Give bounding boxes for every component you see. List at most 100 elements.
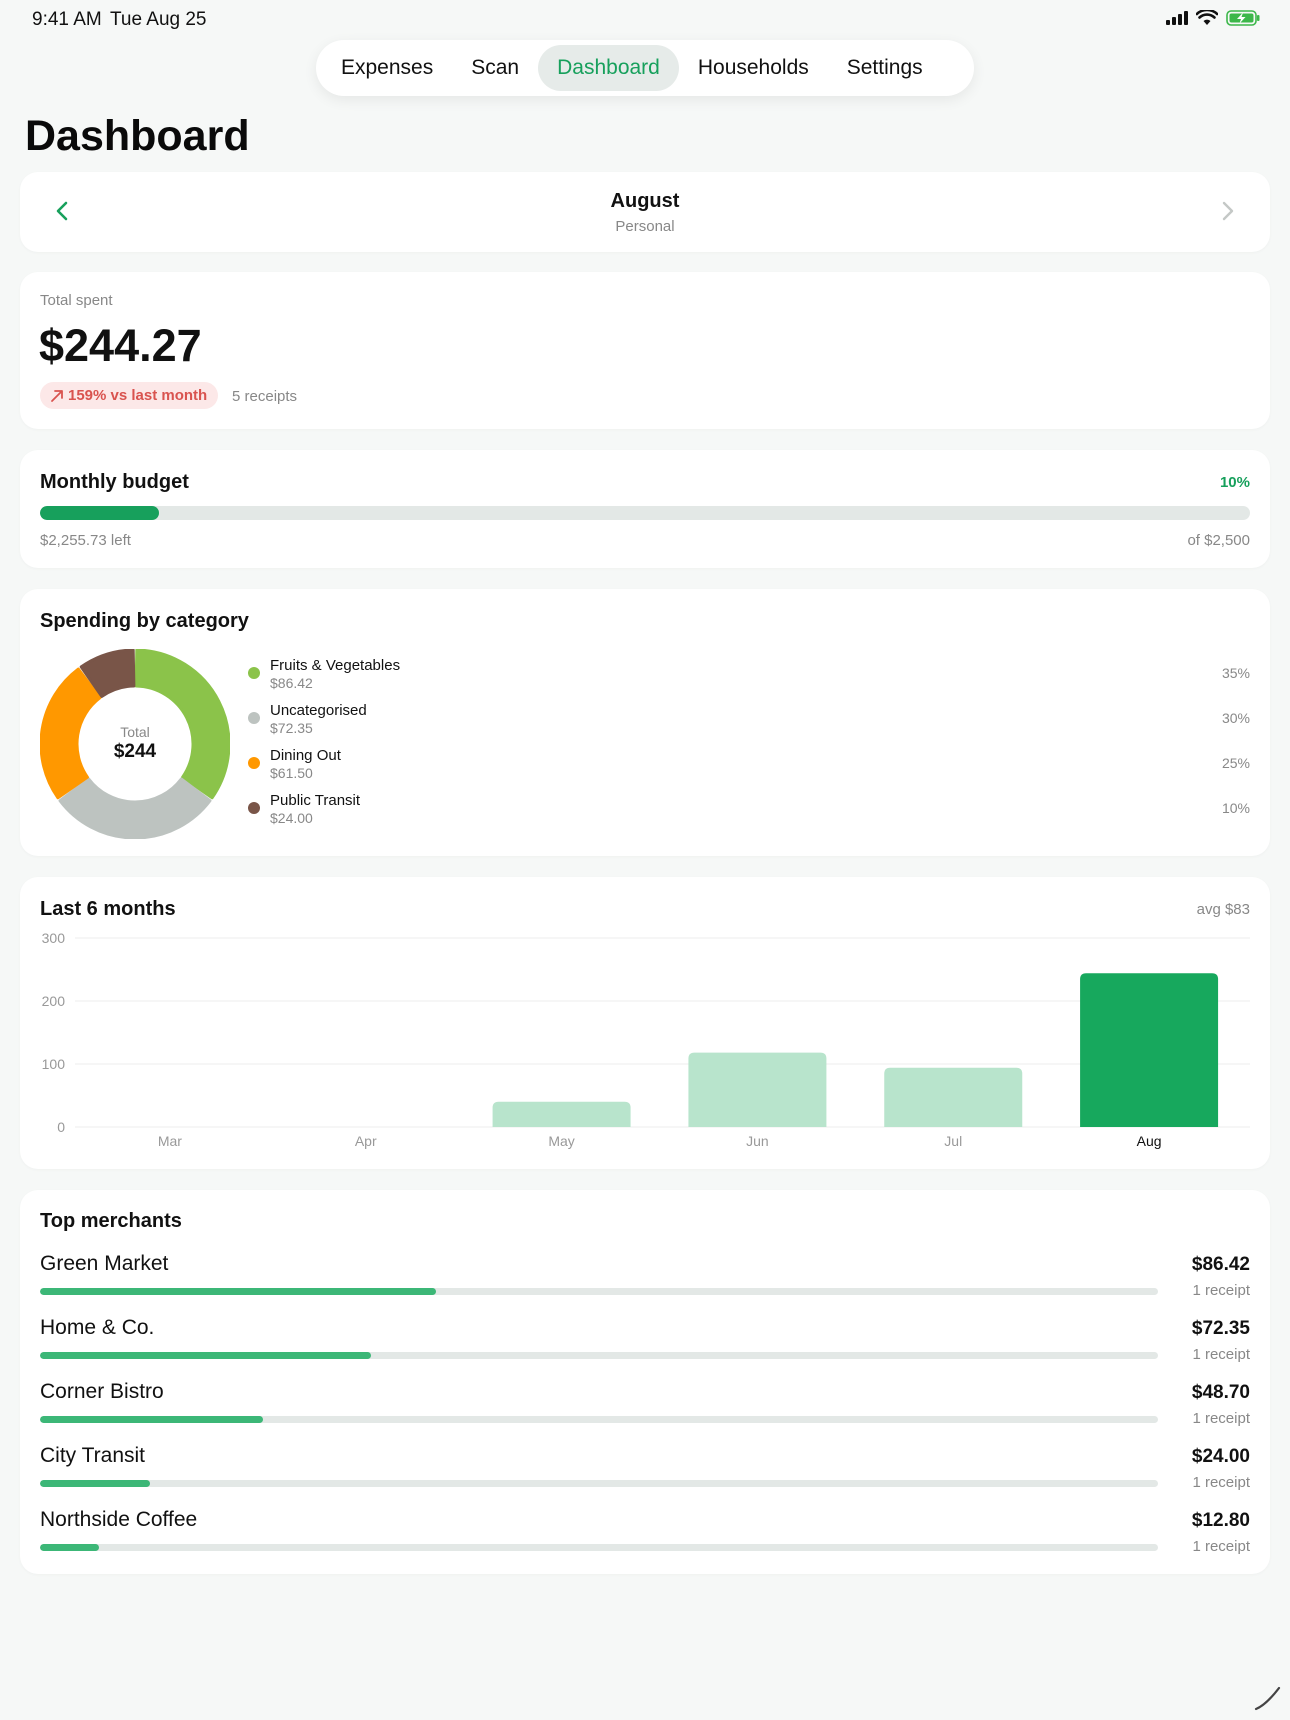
top-merchants-card: Top merchants Green Market $86.42 1 receip…: [20, 1190, 1270, 1574]
x-tick-label: Apr: [355, 1133, 377, 1149]
bar-may: [492, 1101, 631, 1127]
status-time: 9:41 AM: [32, 9, 102, 30]
total-spent-label: Total spent: [40, 292, 113, 309]
scope-label: Personal: [615, 218, 675, 235]
merchant-receipt-count: 1 receipt: [1192, 1282, 1250, 1299]
scribble-handle-icon: [1254, 1686, 1281, 1711]
merchant-share-track: [40, 1352, 1158, 1359]
y-tick-label: 100: [42, 1056, 66, 1072]
merchant-name: City Transit: [40, 1444, 146, 1467]
merchant-share-track: [40, 1288, 1158, 1295]
month-change-badge: 159% vs last month: [40, 382, 219, 409]
merchant-share-fill: [40, 1480, 150, 1487]
legend-item: Uncategorised $72.35 30%: [248, 702, 1250, 747]
bar-jul: [884, 1067, 1023, 1127]
category-title: Spending by category: [40, 610, 249, 632]
merchant-receipt-count: 1 receipt: [1192, 1410, 1250, 1427]
tab-dashboard[interactable]: Dashboard: [538, 45, 679, 91]
merchant-row[interactable]: Home & Co. $72.35 1 receipt: [40, 1316, 1250, 1380]
legend-category-amount: $72.35: [270, 720, 313, 736]
tab-scan[interactable]: Scan: [471, 56, 520, 79]
merchant-share-track: [40, 1544, 1158, 1551]
donut-total-value: $244: [113, 741, 157, 762]
merchant-amount: $86.42: [1191, 1254, 1250, 1275]
last-six-months-card: 0 100 200 300 Mar Apr May Jun Jul Aug Last 6 mont…: [20, 877, 1270, 1169]
status-bar: 9:41 AM Tue Aug 25: [0, 0, 1290, 40]
donut-slice-fruits-vegetables: [134, 649, 230, 800]
arrow-up-right-icon: [51, 389, 63, 402]
x-tick-label: Mar: [158, 1133, 182, 1149]
merchant-row[interactable]: Corner Bistro $48.70 1 receipt: [40, 1380, 1250, 1444]
legend-item: Fruits & Vegetables $86.42 35%: [248, 657, 1250, 702]
legend-item: Public Transit $24.00 10%: [248, 792, 1250, 837]
average-label: avg $83: [1196, 901, 1250, 918]
budget-title: Monthly budget: [40, 471, 189, 493]
merchant-row[interactable]: City Transit $24.00 1 receipt: [40, 1444, 1250, 1508]
legend-dot: [248, 757, 260, 769]
legend-category-percent: 25%: [1221, 755, 1250, 771]
battery-charging-icon: [1226, 10, 1260, 26]
month-change-text: 159% vs last month: [68, 387, 208, 404]
y-tick-label: 200: [42, 993, 66, 1009]
merchant-receipt-count: 1 receipt: [1192, 1346, 1250, 1363]
merchant-amount: $72.35: [1191, 1318, 1250, 1339]
legend-dot: [248, 712, 260, 724]
legend-category-name: Public Transit: [270, 792, 361, 809]
merchant-name: Green Market: [40, 1252, 169, 1275]
merchant-name: Home & Co.: [40, 1316, 155, 1339]
legend-category-amount: $24.00: [270, 810, 313, 826]
merchant-amount: $48.70: [1191, 1382, 1250, 1403]
donut-slice-dining-out: [40, 667, 102, 800]
merchants-title: Top merchants: [40, 1210, 182, 1232]
y-tick-label: 0: [57, 1119, 65, 1135]
legend-item: Dining Out $61.50 25%: [248, 747, 1250, 792]
x-tick-label: Jul: [944, 1133, 962, 1149]
budget-remaining: $2,255.73 left: [40, 532, 131, 549]
legend-category-percent: 35%: [1221, 665, 1250, 681]
budget-total: of $2,500: [1187, 532, 1250, 549]
budget-progress-fill: [40, 506, 159, 520]
month-selector-card: August Personal: [20, 172, 1270, 252]
previous-month-chevron-icon[interactable]: [50, 198, 76, 224]
x-tick-label: Aug: [1137, 1133, 1162, 1149]
merchant-receipt-count: 1 receipt: [1192, 1474, 1250, 1491]
tab-households[interactable]: Households: [697, 56, 809, 79]
x-tick-label: May: [548, 1133, 574, 1149]
merchant-share-fill: [40, 1352, 372, 1359]
legend-dot: [248, 802, 260, 814]
status-date: Tue Aug 25: [110, 9, 207, 30]
merchant-name: Corner Bistro: [40, 1380, 164, 1403]
tab-settings[interactable]: Settings: [846, 56, 923, 79]
cellular-signal-icon: [1166, 11, 1188, 25]
merchant-share-fill: [40, 1544, 99, 1551]
legend-category-name: Uncategorised: [270, 702, 367, 719]
months-title: Last 6 months: [40, 898, 176, 920]
merchant-amount: $12.80: [1191, 1510, 1250, 1531]
legend-category-amount: $61.50: [270, 765, 313, 781]
merchant-share-track: [40, 1416, 1158, 1423]
donut-slice-uncategorised: [58, 777, 212, 839]
receipts-count: 5 receipts: [232, 388, 298, 405]
tab-expenses[interactable]: Expenses: [341, 56, 434, 79]
bar-aug: [1080, 973, 1219, 1127]
status-icons: [1166, 10, 1260, 26]
merchant-share-fill: [40, 1416, 263, 1423]
legend-category-amount: $86.42: [270, 675, 313, 691]
merchant-receipt-count: 1 receipt: [1192, 1538, 1250, 1555]
merchant-share-track: [40, 1480, 1158, 1487]
merchant-name: Northside Coffee: [40, 1508, 198, 1531]
monthly-budget-card: Monthly budget 10% $2,255.73 left of $2,…: [20, 450, 1270, 568]
next-month-chevron-icon[interactable]: [1214, 198, 1240, 224]
spending-by-category-card: Spending by category Total $244 Fruits &…: [20, 589, 1270, 856]
total-spent-amount: $244.27: [39, 320, 202, 371]
merchant-row[interactable]: Northside Coffee $12.80 1 receipt: [40, 1508, 1250, 1572]
month-name: August: [610, 190, 680, 212]
legend-category-name: Dining Out: [270, 747, 341, 764]
x-tick-label: Jun: [746, 1133, 769, 1149]
merchant-amount: $24.00: [1191, 1446, 1250, 1467]
budget-percent: 10%: [1219, 474, 1250, 491]
merchant-row[interactable]: Green Market $86.42 1 receipt: [40, 1252, 1250, 1316]
top-navigation: Expenses Scan Dashboard Households Settings: [316, 40, 974, 96]
bar-jun: [688, 1052, 827, 1127]
total-spent-card: Total spent $244.27 159% vs last month 5…: [20, 272, 1270, 429]
